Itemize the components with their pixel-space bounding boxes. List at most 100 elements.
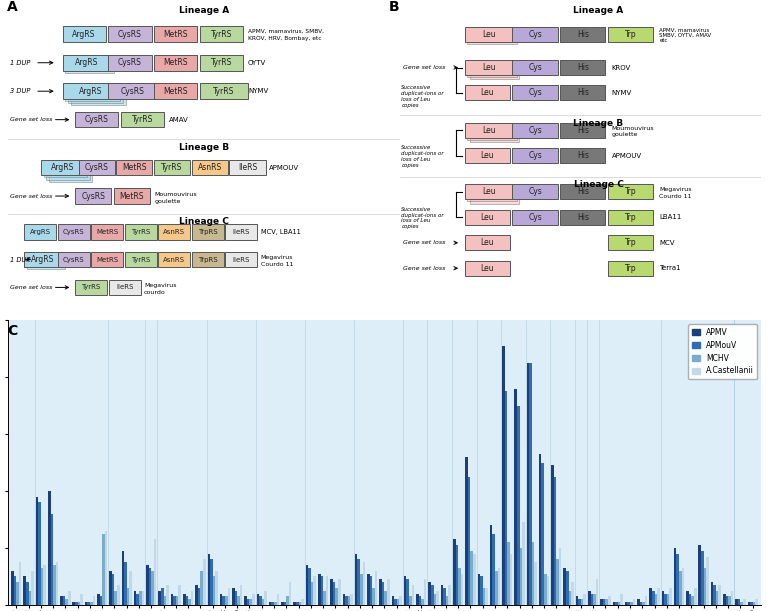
Bar xyxy=(421,599,424,605)
Bar xyxy=(289,582,291,605)
Bar xyxy=(706,557,709,605)
Bar xyxy=(382,582,384,605)
Bar xyxy=(222,596,225,605)
Bar xyxy=(596,579,598,605)
Bar xyxy=(434,593,436,605)
Bar xyxy=(534,562,537,605)
Bar xyxy=(419,596,421,605)
Bar xyxy=(608,596,611,605)
Bar xyxy=(284,602,286,605)
Bar xyxy=(122,551,124,605)
Bar xyxy=(213,576,215,605)
Bar xyxy=(640,602,642,605)
Bar xyxy=(115,591,117,605)
Bar xyxy=(220,593,222,605)
Bar xyxy=(252,593,255,605)
Bar xyxy=(502,346,504,605)
Bar xyxy=(458,568,461,605)
Bar xyxy=(701,551,704,605)
Bar xyxy=(330,579,333,605)
Bar xyxy=(554,477,556,605)
Bar xyxy=(237,596,240,605)
Bar xyxy=(667,593,669,605)
Bar xyxy=(370,576,372,605)
Bar xyxy=(455,545,458,605)
Bar xyxy=(80,593,83,605)
Bar xyxy=(335,588,338,605)
Bar xyxy=(387,579,390,605)
Bar xyxy=(404,576,407,605)
Bar xyxy=(630,602,633,605)
Bar xyxy=(591,593,593,605)
Bar xyxy=(48,491,51,605)
Bar xyxy=(342,593,345,605)
Bar xyxy=(274,602,277,605)
Bar xyxy=(654,593,657,605)
Bar xyxy=(446,596,448,605)
Bar xyxy=(618,602,621,605)
Bar xyxy=(201,571,203,605)
Bar xyxy=(718,585,721,605)
Bar xyxy=(333,582,335,605)
Bar xyxy=(517,406,520,605)
Bar xyxy=(78,602,80,605)
Bar xyxy=(495,571,498,605)
Bar xyxy=(571,582,574,605)
Bar xyxy=(391,596,394,605)
Bar xyxy=(689,593,691,605)
Bar xyxy=(55,562,58,605)
Bar xyxy=(407,579,409,605)
Bar xyxy=(158,591,161,605)
Bar xyxy=(716,591,718,605)
Bar xyxy=(601,599,603,605)
Bar xyxy=(726,596,728,605)
Bar xyxy=(508,543,510,605)
Bar xyxy=(88,602,90,605)
Bar xyxy=(51,514,53,605)
Bar xyxy=(321,576,323,605)
Bar xyxy=(257,593,259,605)
Bar xyxy=(664,593,667,605)
Bar xyxy=(735,599,738,605)
Bar xyxy=(240,585,242,605)
Bar xyxy=(28,591,31,605)
Bar xyxy=(75,602,78,605)
Text: C: C xyxy=(8,324,18,338)
Bar xyxy=(269,602,271,605)
Bar xyxy=(541,463,544,605)
Bar xyxy=(53,565,55,605)
Bar xyxy=(468,477,471,605)
Bar xyxy=(173,596,176,605)
Bar xyxy=(649,588,652,605)
Bar xyxy=(109,571,112,605)
Bar xyxy=(11,571,14,605)
Bar xyxy=(564,568,566,605)
Bar xyxy=(43,565,46,605)
Bar xyxy=(191,591,193,605)
Bar xyxy=(26,582,28,605)
Bar xyxy=(318,574,321,605)
Bar xyxy=(394,599,397,605)
Bar xyxy=(68,591,71,605)
Bar xyxy=(271,602,274,605)
Bar xyxy=(105,531,108,605)
Bar xyxy=(358,559,360,605)
Bar xyxy=(633,599,635,605)
Bar xyxy=(164,596,166,605)
Bar xyxy=(124,562,127,605)
Bar xyxy=(637,599,640,605)
Bar xyxy=(348,596,350,605)
Bar xyxy=(311,582,314,605)
Bar xyxy=(141,591,144,605)
Bar xyxy=(483,588,485,605)
Bar xyxy=(514,389,517,605)
Bar xyxy=(148,568,151,605)
Bar xyxy=(723,593,726,605)
Bar xyxy=(136,593,139,605)
Bar xyxy=(731,591,734,605)
Bar xyxy=(566,571,568,605)
Bar xyxy=(188,599,191,605)
Bar xyxy=(360,574,362,605)
Bar xyxy=(428,582,431,605)
Bar xyxy=(345,596,348,605)
